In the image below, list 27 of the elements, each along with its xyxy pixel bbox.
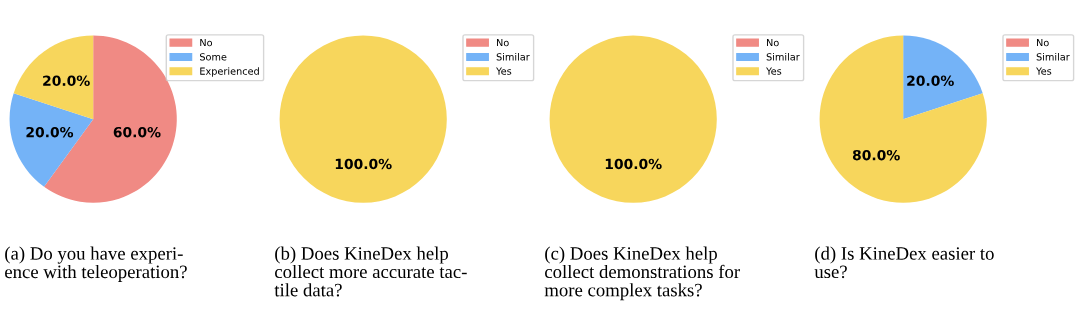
legend-label: Yes	[1036, 67, 1052, 75]
text: (b) Does KineDex help collect more accurate tac- tile data?	[274, 246, 467, 297]
legend-label: Similar	[1036, 53, 1070, 61]
legend-label: Experienced	[200, 67, 259, 77]
data-label: 20.0%	[26, 126, 74, 138]
data-label: 100.0%	[335, 158, 392, 170]
text: (d) Is KineDex easier to use?	[814, 246, 994, 279]
pie-slice	[903, 35, 983, 120]
legend-label: No	[200, 39, 213, 47]
data-label: 60.0%	[113, 126, 161, 138]
legend-label: No	[1036, 39, 1049, 47]
legend-label: No	[496, 39, 509, 47]
text: (c) Does KineDex help collect demonstrations for more complex tasks?	[544, 246, 740, 301]
text: (a) Do you have experi- ence with teleoperation?	[5, 246, 187, 282]
legend-label: Some	[199, 53, 227, 61]
data-label: 100.0%	[605, 158, 662, 170]
pie-slice	[13, 35, 94, 120]
data-label: 20.0%	[43, 75, 90, 86]
data-label: 20.0%	[907, 75, 954, 86]
legend-label: Yes	[496, 67, 512, 75]
pie-slice	[819, 35, 987, 203]
legend-label: Yes	[766, 67, 782, 75]
legend-label: Similar	[766, 53, 800, 61]
legend-label: Similar	[496, 53, 530, 61]
legend-label: No	[766, 39, 779, 47]
pie-slice	[9, 93, 94, 187]
data-label: 80.0%	[852, 149, 900, 161]
